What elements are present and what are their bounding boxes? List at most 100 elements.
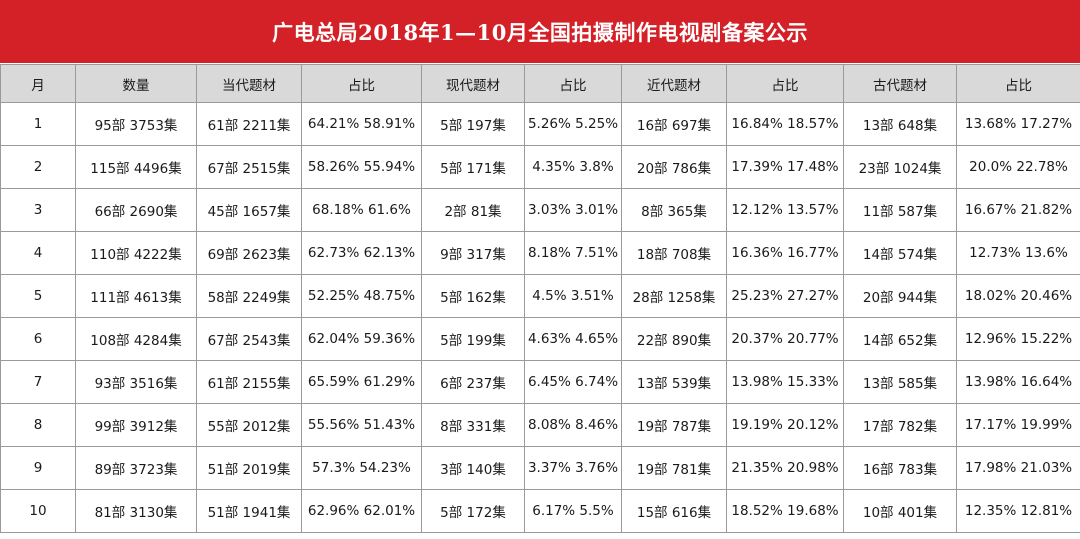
table-cell: 51部 2019集 (196, 446, 302, 490)
table-body: 1 95部 3753集 61部 2211集 64.21% 58.91% 5部 197集 5… (0, 102, 1080, 533)
table-cell: 61部 2211集 (196, 102, 302, 146)
table-cell: 13.98% 16.64% (956, 360, 1080, 404)
table-cell: 4.5% 3.51% (524, 274, 622, 318)
month-cell: 10 (0, 489, 76, 533)
column-header: 占比 (524, 64, 622, 103)
table-cell: 65.59% 61.29% (301, 360, 422, 404)
table-cell: 19.19% 20.12% (726, 403, 844, 447)
filing-table: 月数量 当代题材 占比 现代题材 占比 近代题材 占比 古代题材 占比 1 95部 3753集 61… (0, 64, 1080, 533)
column-header: 当代题材 (196, 64, 302, 103)
table-cell: 57.3% 54.23% (301, 446, 422, 490)
table-cell: 19部 781集 (621, 446, 727, 490)
table-cell: 108部 4284集 (75, 317, 197, 361)
table-cell: 3.37% 3.76% (524, 446, 622, 490)
table-cell: 20部 944集 (843, 274, 957, 318)
table-cell: 17.39% 17.48% (726, 145, 844, 189)
table-cell: 62.04% 59.36% (301, 317, 422, 361)
column-header: 近代题材 (621, 64, 727, 103)
table-cell: 55部 2012集 (196, 403, 302, 447)
table-row: 4 110部 4222集 69部 2623集 62.73% 62.13% 9部 317集… (0, 231, 1080, 275)
table-cell: 16部 783集 (843, 446, 957, 490)
table-cell: 17.98% 21.03% (956, 446, 1080, 490)
table-cell: 13.68% 17.27% (956, 102, 1080, 146)
table-cell: 2部 81集 (421, 188, 525, 232)
table-row: 3 66部 2690集 45部 1657集 68.18% 61.6% 2部 81集 3.0… (0, 188, 1080, 232)
table-cell: 58部 2249集 (196, 274, 302, 318)
table-cell: 45部 1657集 (196, 188, 302, 232)
table-cell: 62.73% 62.13% (301, 231, 422, 275)
table-cell: 20.0% 22.78% (956, 145, 1080, 189)
table-cell: 8部 331集 (421, 403, 525, 447)
table-row: 1 95部 3753集 61部 2211集 64.21% 58.91% 5部 197集 5… (0, 102, 1080, 146)
table-cell: 68.18% 61.6% (301, 188, 422, 232)
table-row: 10 81部 3130集 51部 1941集 62.96% 62.01% 5部 172集… (0, 489, 1080, 533)
table-cell: 12.35% 12.81% (956, 489, 1080, 533)
month-cell: 3 (0, 188, 76, 232)
table-cell: 16.36% 16.77% (726, 231, 844, 275)
table-cell: 4.35% 3.8% (524, 145, 622, 189)
table-cell: 95部 3753集 (75, 102, 197, 146)
table-cell: 115部 4496集 (75, 145, 197, 189)
table-cell: 61部 2155集 (196, 360, 302, 404)
table-cell: 55.56% 51.43% (301, 403, 422, 447)
table-cell: 8.08% 8.46% (524, 403, 622, 447)
table-row: 7 93部 3516集 61部 2155集 65.59% 61.29% 6部 237集 6… (0, 360, 1080, 404)
table-cell: 67部 2543集 (196, 317, 302, 361)
table-cell: 12.73% 13.6% (956, 231, 1080, 275)
table-row: 6 108部 4284集 67部 2543集 62.04% 59.36% 5部 199集… (0, 317, 1080, 361)
table-cell: 9部 317集 (421, 231, 525, 275)
table-cell: 5部 162集 (421, 274, 525, 318)
month-cell: 4 (0, 231, 76, 275)
table-cell: 13.98% 15.33% (726, 360, 844, 404)
table-cell: 62.96% 62.01% (301, 489, 422, 533)
title-bar: 广电总局2018年1—10月全国拍摄制作电视剧备案公示 (0, 0, 1080, 63)
table-cell: 20.37% 20.77% (726, 317, 844, 361)
table-cell: 22部 890集 (621, 317, 727, 361)
month-cell: 6 (0, 317, 76, 361)
table-cell: 21.35% 20.98% (726, 446, 844, 490)
table-cell: 99部 3912集 (75, 403, 197, 447)
table-cell: 12.12% 13.57% (726, 188, 844, 232)
table-cell: 64.21% 58.91% (301, 102, 422, 146)
column-header: 占比 (301, 64, 422, 103)
table-cell: 13部 539集 (621, 360, 727, 404)
table-cell: 17部 782集 (843, 403, 957, 447)
table-cell: 8.18% 7.51% (524, 231, 622, 275)
table-cell: 6.17% 5.5% (524, 489, 622, 533)
column-header: 数量 (75, 64, 197, 103)
table-row: 2 115部 4496集 67部 2515集 58.26% 55.94% 5部 171集… (0, 145, 1080, 189)
page-title: 广电总局2018年1—10月全国拍摄制作电视剧备案公示 (272, 19, 808, 45)
month-cell: 1 (0, 102, 76, 146)
table-row: 5 111部 4613集 58部 2249集 52.25% 48.75% 5部 162集… (0, 274, 1080, 318)
table-cell: 18部 708集 (621, 231, 727, 275)
month-cell: 7 (0, 360, 76, 404)
table-cell: 6部 237集 (421, 360, 525, 404)
table-cell: 13部 585集 (843, 360, 957, 404)
table-cell: 5部 199集 (421, 317, 525, 361)
table-cell: 16部 697集 (621, 102, 727, 146)
table-cell: 4.63% 4.65% (524, 317, 622, 361)
table-cell: 10部 401集 (843, 489, 957, 533)
column-header: 现代题材 (421, 64, 525, 103)
table-cell: 5部 171集 (421, 145, 525, 189)
month-cell: 2 (0, 145, 76, 189)
table-cell: 12.96% 15.22% (956, 317, 1080, 361)
table-cell: 66部 2690集 (75, 188, 197, 232)
month-cell: 5 (0, 274, 76, 318)
table-cell: 5部 197集 (421, 102, 525, 146)
table-cell: 16.67% 21.82% (956, 188, 1080, 232)
table-cell: 111部 4613集 (75, 274, 197, 318)
table-cell: 3部 140集 (421, 446, 525, 490)
table-cell: 8部 365集 (621, 188, 727, 232)
table-cell: 28部 1258集 (621, 274, 727, 318)
table-cell: 15部 616集 (621, 489, 727, 533)
table-cell: 89部 3723集 (75, 446, 197, 490)
header-row: 月数量 当代题材 占比 现代题材 占比 近代题材 占比 古代题材 占比 (0, 64, 1080, 103)
column-header: 占比 (726, 64, 844, 103)
column-header: 占比 (956, 64, 1080, 103)
table-cell: 23部 1024集 (843, 145, 957, 189)
table-row: 8 99部 3912集 55部 2012集 55.56% 51.43% 8部 331集 8… (0, 403, 1080, 447)
table-cell: 58.26% 55.94% (301, 145, 422, 189)
table-cell: 19部 787集 (621, 403, 727, 447)
